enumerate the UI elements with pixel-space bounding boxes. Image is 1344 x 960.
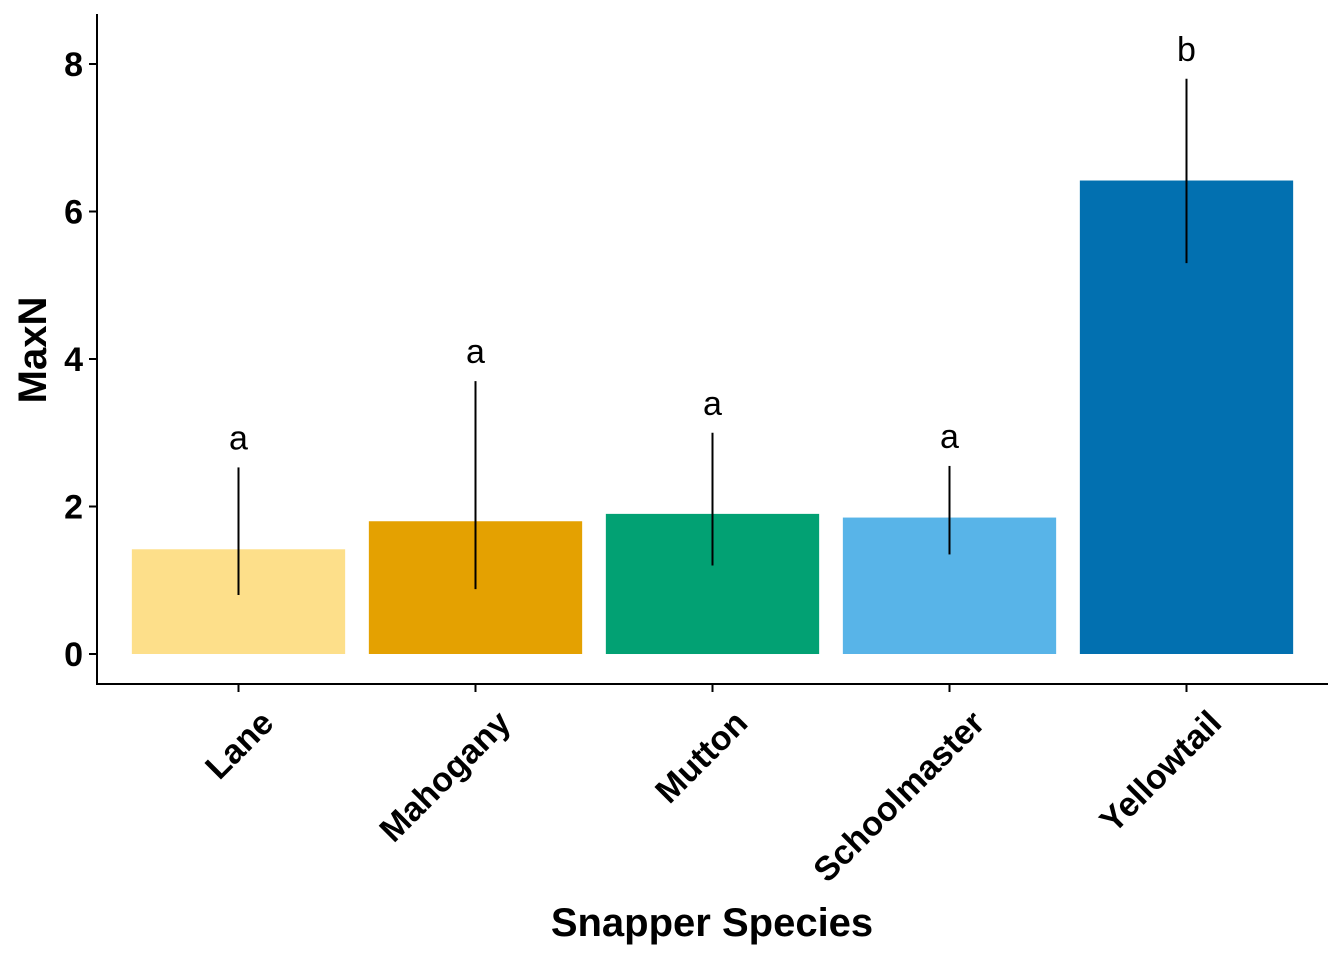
y-tick-label-6: 6: [64, 194, 83, 232]
error-bars-layer: [237, 78, 1188, 595]
y-tick-label-2: 2: [64, 489, 83, 527]
y-tick-label-8: 8: [64, 46, 83, 84]
x-tick-label-yellowtail: Yellowtail: [1093, 704, 1229, 840]
y-tick-label-0: 0: [64, 636, 83, 674]
significance-labels-layer: a a a a b: [229, 31, 1196, 458]
x-axis-title: Snapper Species: [551, 901, 873, 945]
y-ticks-layer: 0 2 4 6 8: [64, 46, 97, 674]
y-tick-label-4: 4: [64, 341, 83, 379]
x-ticks-layer: Lane Mahogany Mutton Schoolmaster Yellowtail: [198, 684, 1229, 890]
significance-label-lane: a: [229, 419, 248, 457]
x-tick-label-lane: Lane: [198, 704, 281, 787]
significance-label-yellowtail: b: [1177, 31, 1196, 69]
significance-label-mutton: a: [703, 385, 722, 423]
x-tick-label-mahogany: Mahogany: [372, 704, 518, 850]
significance-label-schoolmaster: a: [940, 418, 959, 456]
y-axis-title: MaxN: [11, 297, 55, 404]
significance-label-mahogany: a: [466, 333, 485, 371]
x-tick-label-schoolmaster: Schoolmaster: [806, 704, 992, 890]
x-tick-label-mutton: Mutton: [648, 704, 755, 811]
